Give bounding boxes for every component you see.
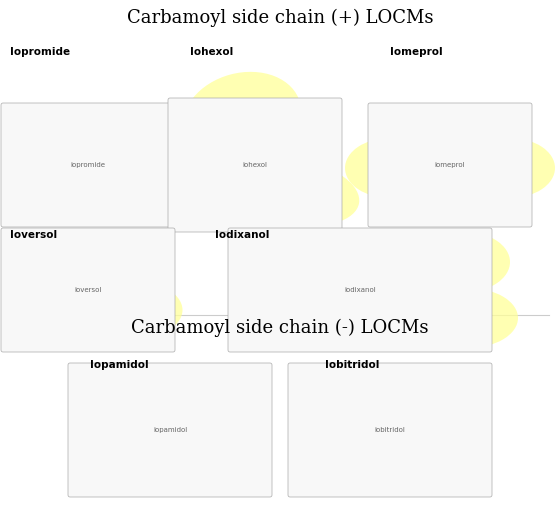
FancyBboxPatch shape bbox=[1, 228, 175, 352]
FancyBboxPatch shape bbox=[1, 103, 175, 227]
Ellipse shape bbox=[420, 232, 510, 292]
FancyBboxPatch shape bbox=[168, 98, 342, 232]
Text: Carbamoyl side chain (+) LOCMs: Carbamoyl side chain (+) LOCMs bbox=[127, 9, 433, 27]
Text: Carbamoyl side chain (-) LOCMs: Carbamoyl side chain (-) LOCMs bbox=[131, 319, 429, 337]
Text: iopromide: iopromide bbox=[71, 162, 105, 168]
Text: Ioversol: Ioversol bbox=[10, 230, 57, 240]
Text: iohexol: iohexol bbox=[242, 162, 268, 168]
Ellipse shape bbox=[58, 278, 183, 342]
Text: iobitridol: iobitridol bbox=[375, 427, 405, 433]
Ellipse shape bbox=[345, 138, 435, 198]
Ellipse shape bbox=[57, 238, 167, 298]
FancyBboxPatch shape bbox=[68, 363, 272, 497]
Text: Iobitridol: Iobitridol bbox=[325, 360, 379, 370]
Ellipse shape bbox=[183, 72, 301, 164]
FancyBboxPatch shape bbox=[228, 228, 492, 352]
Text: ioversol: ioversol bbox=[74, 287, 102, 293]
Text: Iodixanol: Iodixanol bbox=[215, 230, 269, 240]
Ellipse shape bbox=[270, 232, 360, 292]
Text: Iohexol: Iohexol bbox=[190, 47, 234, 57]
Ellipse shape bbox=[465, 138, 555, 198]
Text: iopamidol: iopamidol bbox=[153, 427, 187, 433]
FancyBboxPatch shape bbox=[288, 363, 492, 497]
Text: Iopamidol: Iopamidol bbox=[90, 360, 148, 370]
Ellipse shape bbox=[418, 288, 518, 348]
Ellipse shape bbox=[10, 133, 114, 203]
FancyBboxPatch shape bbox=[368, 103, 532, 227]
Text: iomeprol: iomeprol bbox=[435, 162, 465, 168]
Text: Iomeprol: Iomeprol bbox=[390, 47, 442, 57]
Text: iodixanol: iodixanol bbox=[344, 287, 376, 293]
Ellipse shape bbox=[231, 158, 360, 226]
Text: Iopromide: Iopromide bbox=[10, 47, 70, 57]
Ellipse shape bbox=[260, 288, 360, 348]
